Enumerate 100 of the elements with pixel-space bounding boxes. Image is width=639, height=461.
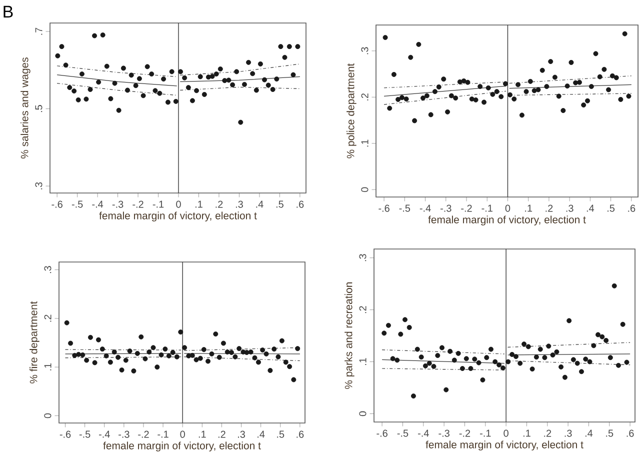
x-tick-label: .2 <box>544 430 552 437</box>
point <box>548 59 554 64</box>
point <box>252 355 258 360</box>
point <box>216 354 222 360</box>
point <box>412 118 418 124</box>
point <box>206 74 211 80</box>
point <box>287 364 292 370</box>
point <box>406 324 412 330</box>
point <box>554 349 560 354</box>
point <box>476 360 482 366</box>
x-tick-label: -.3 <box>112 200 124 208</box>
point <box>610 73 615 78</box>
x-tick-label: -.6 <box>60 430 71 438</box>
point <box>161 76 166 82</box>
point <box>282 54 288 60</box>
y-axis-title: % salaries and wages <box>20 58 30 159</box>
point <box>170 350 176 355</box>
point <box>418 354 424 360</box>
point <box>210 74 215 79</box>
point <box>424 93 430 98</box>
point <box>120 66 126 71</box>
point <box>116 108 122 113</box>
point <box>408 54 414 60</box>
point <box>224 350 230 354</box>
point <box>494 89 500 94</box>
point <box>268 368 273 373</box>
y-tick-label: 0 <box>359 411 366 416</box>
point <box>202 92 207 97</box>
point <box>178 69 184 74</box>
point <box>279 338 284 344</box>
x-tick-label: -.1 <box>158 430 168 438</box>
point <box>562 374 568 380</box>
point <box>431 364 436 369</box>
point <box>482 100 487 105</box>
point <box>460 366 465 371</box>
point <box>88 86 93 92</box>
point <box>593 51 598 56</box>
point <box>464 356 469 362</box>
point <box>242 82 247 87</box>
point <box>488 346 494 352</box>
x-tick-label: .3 <box>564 430 572 437</box>
point <box>108 96 114 102</box>
point <box>448 93 454 98</box>
x-tick-label: -.3 <box>118 430 130 438</box>
point <box>502 81 508 86</box>
point <box>614 75 619 80</box>
point <box>260 348 266 353</box>
point <box>283 360 288 365</box>
point <box>258 61 263 66</box>
x-tick-label: -.2 <box>459 430 470 437</box>
point <box>112 80 118 86</box>
x-tick-label: .2 <box>546 204 553 212</box>
point <box>566 318 572 324</box>
y-tick-label: .2 <box>359 306 366 314</box>
point <box>291 377 296 382</box>
point <box>564 84 570 89</box>
x-tick-label: .6 <box>296 200 304 208</box>
point <box>581 102 586 108</box>
point <box>274 76 280 82</box>
point <box>398 332 404 337</box>
point <box>416 42 422 47</box>
x-axis-title: female margin of victory, election t <box>99 212 257 222</box>
y-tick-label: .3 <box>44 266 52 274</box>
point <box>478 84 483 89</box>
point <box>396 96 401 102</box>
point <box>544 84 550 89</box>
point <box>201 347 206 352</box>
point <box>435 353 440 358</box>
x-axis-title: female margin of victory, election t <box>103 442 261 452</box>
y-tick-label: .3 <box>361 47 368 54</box>
point <box>59 44 64 50</box>
point <box>469 96 474 102</box>
x-tick-label: .3 <box>566 204 574 212</box>
x-tick-label: -.4 <box>98 430 110 438</box>
point <box>536 87 541 92</box>
point <box>136 76 142 82</box>
point <box>76 352 82 357</box>
point <box>510 352 515 357</box>
x-axis-title: female margin of victory, election t <box>428 216 586 226</box>
point <box>198 356 203 361</box>
point <box>165 100 170 105</box>
point <box>152 88 158 94</box>
point <box>518 360 523 366</box>
point <box>198 74 203 80</box>
point <box>585 98 590 104</box>
point <box>490 92 496 97</box>
point <box>473 97 478 102</box>
point <box>128 72 134 78</box>
x-tick-label: .6 <box>628 204 636 212</box>
point <box>410 394 416 399</box>
x-tick-label: .3 <box>238 430 245 438</box>
y-tick-label: .2 <box>361 93 368 100</box>
point <box>588 84 594 89</box>
x-tick-label: .1 <box>195 200 202 208</box>
point <box>576 80 582 85</box>
point <box>456 350 461 356</box>
x-tick-label: -.4 <box>420 204 431 212</box>
point <box>540 68 545 73</box>
x-tick-label: -.5 <box>397 430 408 437</box>
point <box>92 33 98 38</box>
